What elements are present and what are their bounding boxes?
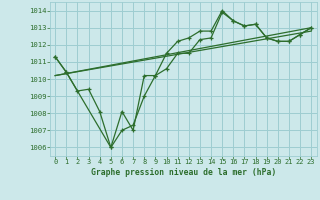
X-axis label: Graphe pression niveau de la mer (hPa): Graphe pression niveau de la mer (hPa) xyxy=(91,168,276,177)
